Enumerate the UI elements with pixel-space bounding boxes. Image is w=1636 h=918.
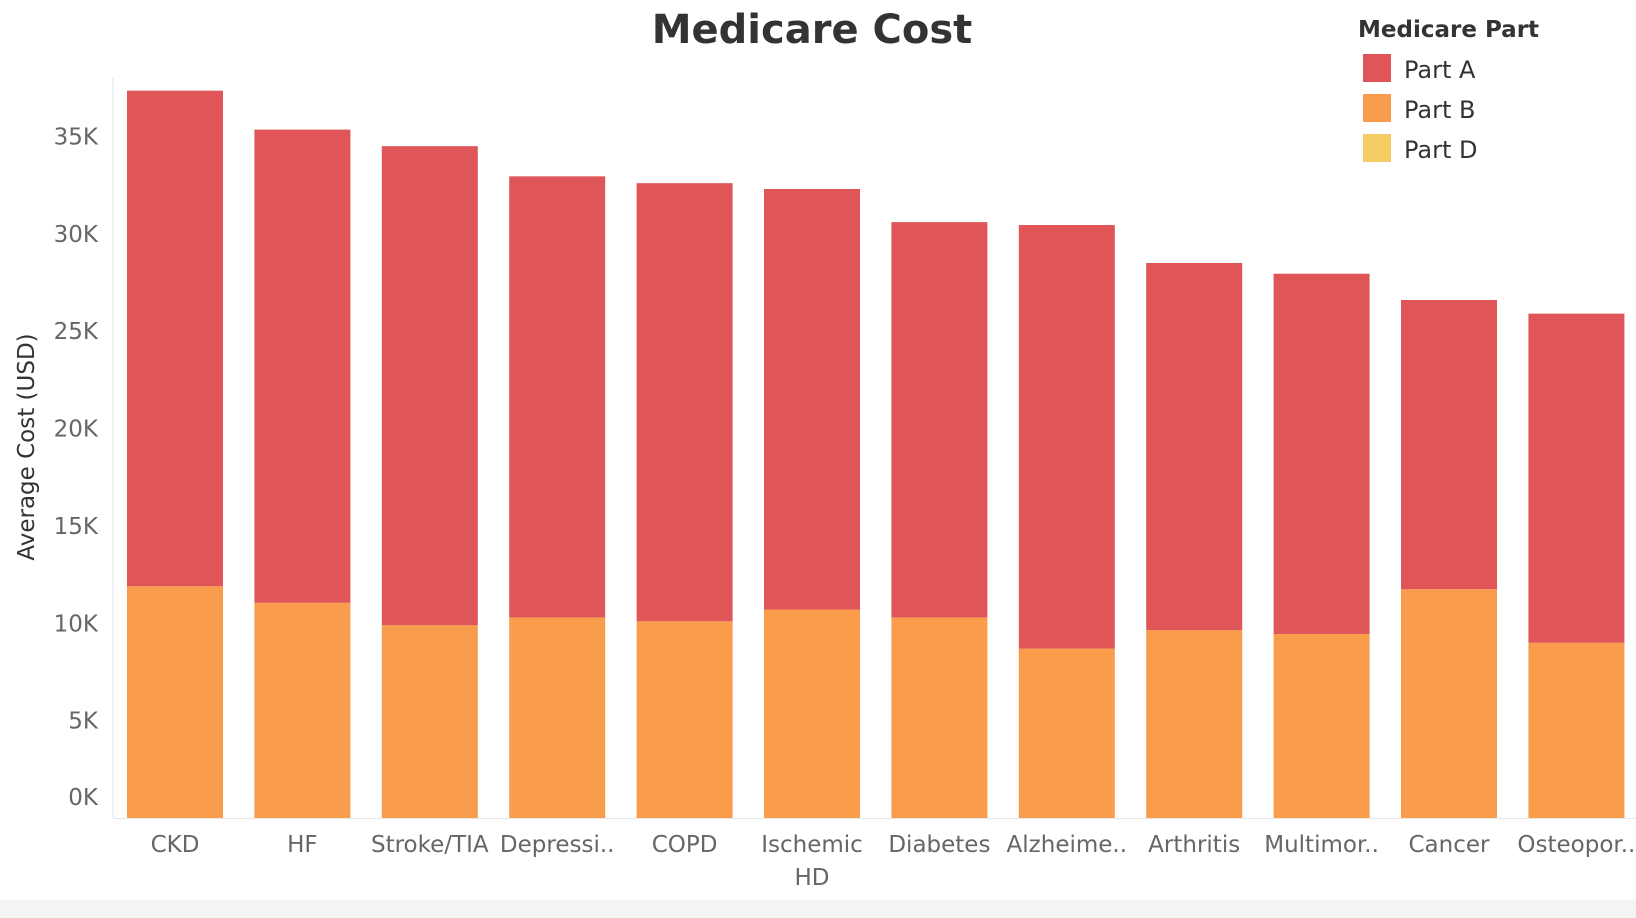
x-tick-label: Diabetes [888,832,990,858]
bar-segment[interactable] [764,189,860,610]
bar-segment[interactable] [1528,313,1625,643]
bar-segment[interactable] [254,129,351,603]
x-tick-label: Stroke/TIA [371,832,489,858]
bar-segment[interactable] [381,625,478,818]
bar-segment[interactable] [1401,589,1497,818]
x-tick-label: COPD [652,832,718,858]
bar-segment[interactable] [1528,642,1625,818]
bar-segment[interactable] [764,609,860,818]
x-tick-label: Cancer [1409,832,1491,858]
y-tick-label: 25K [54,319,99,345]
y-tick-label: 15K [54,514,99,540]
x-tick-label: CKD [151,832,200,858]
legend-label[interactable]: Part D [1404,136,1478,164]
legend-swatch[interactable] [1363,134,1391,162]
bar-segment[interactable] [127,90,223,587]
bar-segment[interactable] [1401,300,1497,590]
legend-title: Medicare Part [1358,17,1539,43]
bar-segment[interactable] [509,617,606,818]
legend-label[interactable]: Part A [1404,56,1476,84]
bottom-strip [0,900,1636,918]
bar-segment[interactable] [1146,263,1243,631]
x-tick-label: Osteopor.. [1517,832,1635,858]
x-tick-label: HF [287,832,318,858]
y-tick-label: 20K [54,417,99,443]
legend-label[interactable]: Part B [1404,96,1475,124]
y-tick-label: 30K [54,222,99,248]
x-tick-label: Multimor.. [1264,832,1379,858]
legend-swatch[interactable] [1363,94,1391,122]
bar-segment[interactable] [127,586,223,818]
x-tick-label: Ischemic HD [761,832,863,891]
bar-segment[interactable] [1273,273,1370,634]
chart-title: Medicare Cost [652,7,973,53]
y-tick-label: 35K [54,124,99,150]
bars [127,90,1625,818]
x-tick-label: Arthritis [1148,832,1240,858]
y-tick-label: 0K [68,785,99,811]
bar-segment[interactable] [1146,630,1243,818]
x-tick-label: Depressi.. [500,832,615,858]
bar-segment[interactable] [381,146,478,626]
bar-segment[interactable] [891,617,988,818]
bar-segment[interactable] [1273,633,1370,818]
x-axis: CKD HF Stroke/TIA Depressi.. COPD Ischemic HD D… [113,818,1636,891]
bar-segment[interactable] [636,621,733,818]
legend-swatch[interactable] [1363,54,1391,82]
bar-segment[interactable] [509,176,606,618]
bar-segment[interactable] [1018,225,1115,649]
bar-segment[interactable] [891,222,988,618]
bar-segment[interactable] [636,183,733,622]
bar-segment[interactable] [254,602,351,818]
y-axis: 0K 5K 10K 15K 20K 25K 30K 35K [54,78,114,818]
legend: Medicare Part Part A Part B Part D [1358,17,1539,164]
bar-segment[interactable] [1018,648,1115,818]
x-tick-label: Alzheime.. [1007,832,1128,858]
y-tick-label: 10K [54,611,99,637]
y-axis-title: Average Cost (USD) [14,333,40,560]
y-tick-label: 5K [68,709,99,735]
